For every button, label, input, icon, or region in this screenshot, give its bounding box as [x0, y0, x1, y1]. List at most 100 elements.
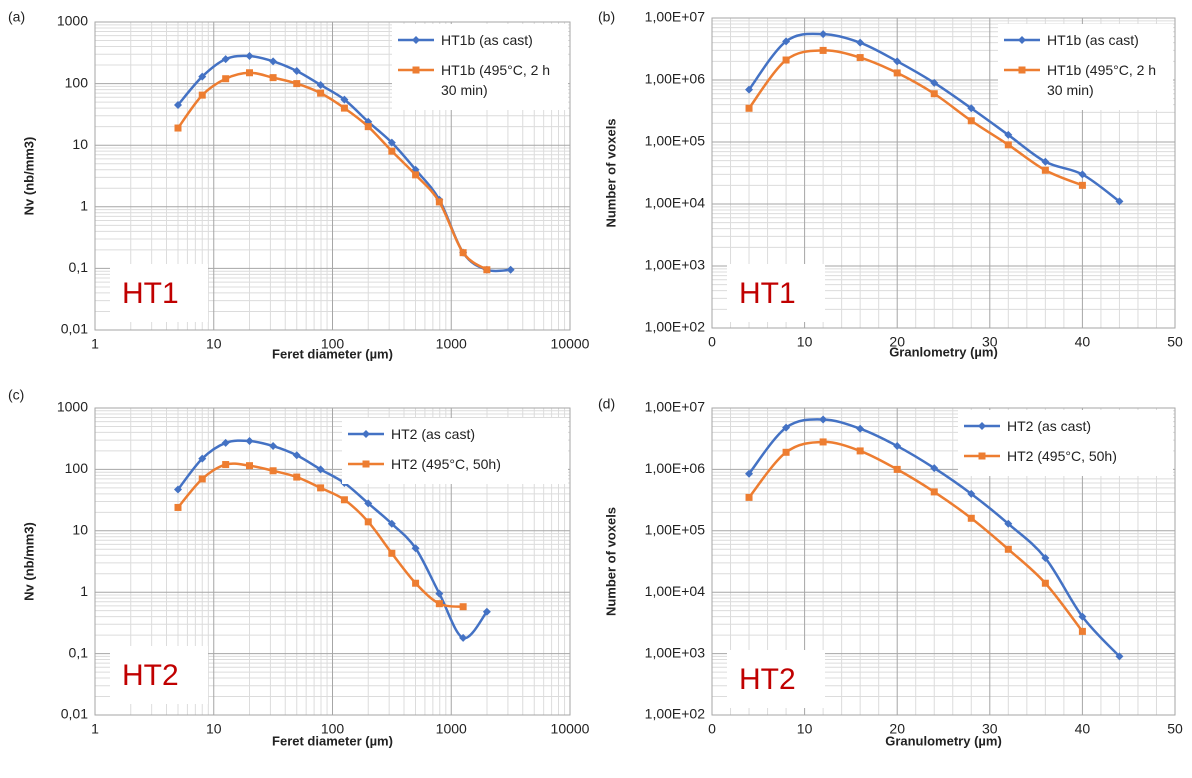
legend-entry: HT2 (as cast) — [962, 416, 1169, 436]
legend: HT2 (as cast) HT2 (495°C, 50h) — [958, 410, 1173, 476]
panel-label: (d) — [598, 396, 615, 412]
marker — [412, 579, 420, 587]
marker — [364, 499, 373, 508]
x-axis-title: Granulometry (µm) — [885, 733, 1002, 748]
marker — [1078, 612, 1087, 621]
legend: HT2 (as cast) HT2 (495°C, 50h) — [342, 418, 568, 484]
legend-swatch — [964, 422, 1000, 430]
legend-entry: HT2 (495°C, 50h) — [346, 454, 564, 474]
marker — [435, 198, 443, 206]
x-tick-label: 50 — [1167, 334, 1183, 350]
marker — [782, 448, 790, 456]
marker — [482, 607, 491, 616]
x-tick-label: 10000 — [551, 721, 590, 737]
y-tick-label: 1,00E+07 — [645, 399, 706, 415]
marker — [388, 549, 396, 557]
marker — [819, 438, 827, 446]
marker — [245, 69, 253, 77]
marker — [819, 46, 827, 54]
marker — [967, 117, 975, 125]
x-axis-title: Granlometry (µm) — [889, 344, 998, 359]
legend-swatch — [348, 460, 384, 468]
y-tick-label: 1,00E+04 — [645, 583, 706, 599]
marker — [1004, 519, 1013, 528]
marker — [506, 265, 515, 274]
x-tick-label: 1 — [91, 336, 99, 352]
y-tick-label: 0,1 — [69, 259, 89, 275]
marker — [978, 452, 986, 460]
marker — [459, 633, 468, 642]
marker — [174, 485, 183, 494]
marker — [856, 54, 864, 62]
marker — [317, 484, 325, 492]
marker — [930, 488, 938, 496]
marker — [362, 460, 370, 468]
marker — [893, 57, 902, 66]
legend-swatch — [1004, 66, 1040, 74]
marker — [745, 104, 753, 112]
y-tick-label: 1,00E+03 — [645, 257, 706, 273]
legend-entry: HT1b (495°C, 2 h 30 min) — [396, 60, 564, 100]
x-tick-label: 10 — [206, 721, 222, 737]
x-tick-label: 30 — [982, 334, 998, 350]
annotation: HT2 — [122, 659, 179, 692]
marker — [930, 464, 939, 473]
y-tick-label: 1,00E+02 — [645, 319, 706, 335]
plot-frame — [711, 17, 1176, 329]
marker — [893, 442, 902, 451]
annotation: HT1 — [122, 277, 179, 310]
panel-label: (c) — [8, 387, 24, 403]
marker — [819, 415, 828, 424]
y-tick-label: 0,1 — [69, 644, 89, 660]
marker — [1115, 652, 1124, 661]
marker — [340, 496, 348, 504]
marker — [292, 67, 301, 76]
y-tick-label: 1,00E+04 — [645, 195, 706, 211]
marker — [782, 56, 790, 64]
legend-swatch — [398, 36, 434, 44]
marker — [930, 78, 939, 87]
plot-frame — [711, 407, 1176, 716]
x-tick-label: 30 — [982, 721, 998, 737]
marker — [221, 55, 230, 64]
marker — [412, 66, 420, 74]
marker — [245, 462, 253, 470]
marker — [459, 249, 467, 257]
y-tick-label: 1,00E+07 — [645, 9, 706, 25]
marker — [316, 465, 325, 474]
marker — [198, 454, 207, 463]
marker — [364, 123, 372, 131]
marker — [1078, 181, 1086, 189]
marker — [745, 493, 753, 501]
marker — [782, 423, 791, 432]
plot-frame — [94, 407, 571, 716]
marker — [1041, 157, 1050, 166]
marker — [435, 589, 444, 598]
x-tick-label: 20 — [889, 334, 905, 350]
marker — [930, 90, 938, 98]
x-tick-label: 10 — [797, 334, 813, 350]
legend-swatch — [1004, 36, 1040, 44]
marker — [745, 85, 754, 94]
annotation-box — [110, 646, 208, 704]
x-tick-label: 10 — [206, 336, 222, 352]
x-tick-label: 100 — [321, 721, 345, 737]
marker — [412, 36, 420, 44]
y-tick-label: 1 — [80, 198, 88, 214]
marker — [967, 104, 976, 113]
x-tick-label: 40 — [1075, 721, 1091, 737]
legend-entry: HT1b (as cast) — [1002, 30, 1169, 50]
x-tick-label: 50 — [1167, 721, 1183, 737]
legend-entry: HT1b (as cast) — [396, 30, 564, 50]
marker — [293, 80, 301, 88]
marker — [269, 467, 277, 475]
legend-label: HT2 (495°C, 50h) — [391, 456, 501, 472]
marker — [1041, 166, 1049, 174]
x-tick-label: 40 — [1075, 334, 1091, 350]
marker — [782, 37, 791, 46]
marker — [388, 147, 396, 155]
y-tick-label: 1,00E+05 — [645, 522, 706, 538]
y-tick-label: 1,00E+03 — [645, 644, 706, 660]
y-tick-label: 1,00E+06 — [645, 460, 706, 476]
marker — [1041, 554, 1050, 563]
